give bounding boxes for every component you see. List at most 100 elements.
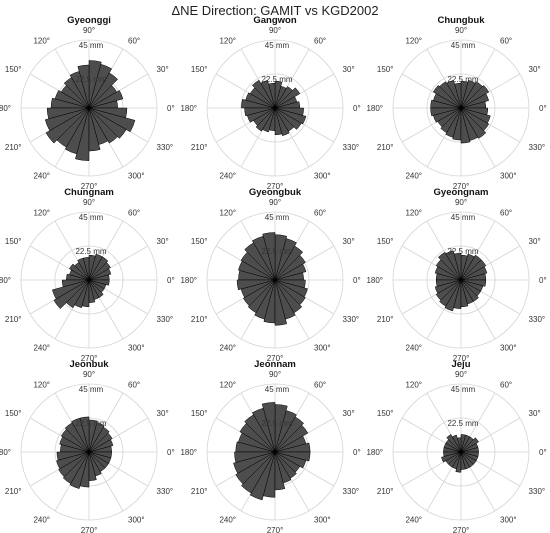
rose-bar [79, 451, 90, 488]
angle-label: 180° [180, 104, 197, 113]
angle-label: 300° [128, 516, 145, 525]
panel-title: Jeonbuk [69, 359, 109, 370]
angle-label: 180° [366, 448, 383, 457]
rose-bar [441, 451, 462, 463]
angle-label: 150° [191, 409, 208, 418]
rose-bar [274, 107, 290, 136]
angle-label: 330° [529, 487, 546, 496]
rose-panel-gyeongbuk: Gyeongbuk 0° 30° 60° 90° 120° 150° 180° 210° 240°… [180, 187, 360, 363]
angle-label: 300° [314, 516, 331, 525]
rose-panel-gangwon: Gangwon 0° 30° 60° 90° 120° 150° 180° 210° 240° 27… [180, 15, 360, 191]
radial-label: 45 mm [451, 41, 476, 50]
angle-label: 300° [128, 172, 145, 181]
angle-label: 330° [529, 315, 546, 324]
radial-label: 22.5 mm [261, 419, 292, 428]
rose-bar [460, 253, 475, 281]
rose-bar [64, 422, 90, 453]
angle-label: 120° [405, 380, 422, 389]
rose-bar [88, 279, 110, 286]
rose-bar [274, 451, 297, 479]
angle-label: 330° [343, 315, 360, 324]
angle-label: 150° [5, 237, 22, 246]
angle-label: 150° [377, 237, 394, 246]
rose-bar [460, 80, 469, 109]
rose-bar [77, 257, 90, 281]
angle-label: 330° [157, 315, 174, 324]
angle-label: 0° [353, 104, 361, 113]
angle-label: 210° [377, 143, 394, 152]
angle-label: 0° [167, 448, 175, 457]
rose-bar [71, 417, 90, 453]
rose-bar [446, 434, 462, 453]
angle-label: 270° [453, 526, 470, 533]
rose-bar [460, 84, 490, 109]
angle-label: 180° [0, 104, 11, 113]
rose-bar [432, 84, 462, 109]
angle-label: 270° [267, 354, 284, 363]
angle-label: 90° [455, 370, 467, 379]
angle-label: 150° [5, 409, 22, 418]
angle-label: 120° [219, 208, 236, 217]
radial-label: 22.5 mm [447, 419, 478, 428]
rose-bar [88, 107, 136, 133]
angle-label: 120° [405, 208, 422, 217]
rose-bar [65, 279, 90, 309]
rose-panel-chungnam: Chungnam 0° 30° 60° 90° 120° 150° 180° 210° 240° 2… [0, 187, 175, 363]
figure-title: ΔNE Direction: GAMIT vs KGD2002 [171, 3, 378, 18]
rose-bar [59, 436, 90, 453]
rose-bar [244, 242, 276, 281]
radial-label: 22.5 mm [75, 75, 106, 84]
rose-bar [63, 77, 90, 109]
angle-label: 120° [33, 380, 50, 389]
rose-bar [460, 451, 479, 457]
radial-label: 22.5 mm [75, 419, 106, 428]
angle-label: 60° [128, 36, 140, 45]
rose-bar [274, 279, 308, 298]
rose-bar [460, 437, 479, 453]
angle-label: 120° [219, 380, 236, 389]
rose-panel-jeonnam: Jeonnam 0° 30° 60° 90° 120° 150° 180° 210° 240° 27… [180, 359, 360, 533]
radial-label: 45 mm [265, 213, 290, 222]
angle-label: 120° [33, 36, 50, 45]
angle-label: 60° [128, 208, 140, 217]
angle-label: 90° [269, 370, 281, 379]
angle-label: 90° [269, 26, 281, 35]
rose-bar [274, 80, 283, 109]
rose-bar [437, 251, 462, 281]
angle-label: 240° [219, 172, 236, 181]
angle-label: 330° [529, 143, 546, 152]
angle-label: 180° [366, 104, 383, 113]
angle-label: 60° [314, 380, 326, 389]
radial-label: 45 mm [451, 385, 476, 394]
rose-bar [244, 414, 276, 453]
panel-title: Jeonnam [254, 359, 296, 370]
radial-label: 45 mm [451, 213, 476, 222]
rose-bar [69, 263, 90, 281]
rose-bar [460, 434, 466, 453]
angle-label: 150° [377, 409, 394, 418]
angle-label: 150° [191, 237, 208, 246]
radial-label: 22.5 mm [75, 247, 106, 256]
rose-bar [249, 451, 276, 501]
panels-group: Gyeonggi 0° 30° 60° 90° 120° 150° 180° 210° 240° 2… [0, 15, 547, 533]
angle-label: 0° [353, 276, 361, 285]
angle-label: 0° [539, 448, 547, 457]
panel-title: Chungbuk [438, 15, 486, 26]
radial-label: 45 mm [265, 41, 290, 50]
rose-bar [460, 279, 487, 287]
panel-title: Jeju [451, 359, 470, 370]
angle-label: 240° [405, 172, 422, 181]
angle-label: 60° [500, 208, 512, 217]
panel-title: Gyeongbuk [249, 187, 302, 198]
rose-bar [274, 279, 303, 314]
rose-panel-chungbuk: Chungbuk 0° 30° 60° 90° 120° 150° 180° 210° 240° 2… [366, 15, 546, 191]
angle-label: 270° [267, 182, 284, 191]
angle-label: 300° [500, 344, 517, 353]
rose-bar [45, 107, 90, 144]
angle-label: 270° [81, 182, 98, 191]
angle-label: 300° [500, 172, 517, 181]
rose-bar [460, 279, 479, 302]
rose-bar [69, 451, 90, 489]
rose-bar [444, 279, 462, 312]
angle-label: 180° [366, 276, 383, 285]
